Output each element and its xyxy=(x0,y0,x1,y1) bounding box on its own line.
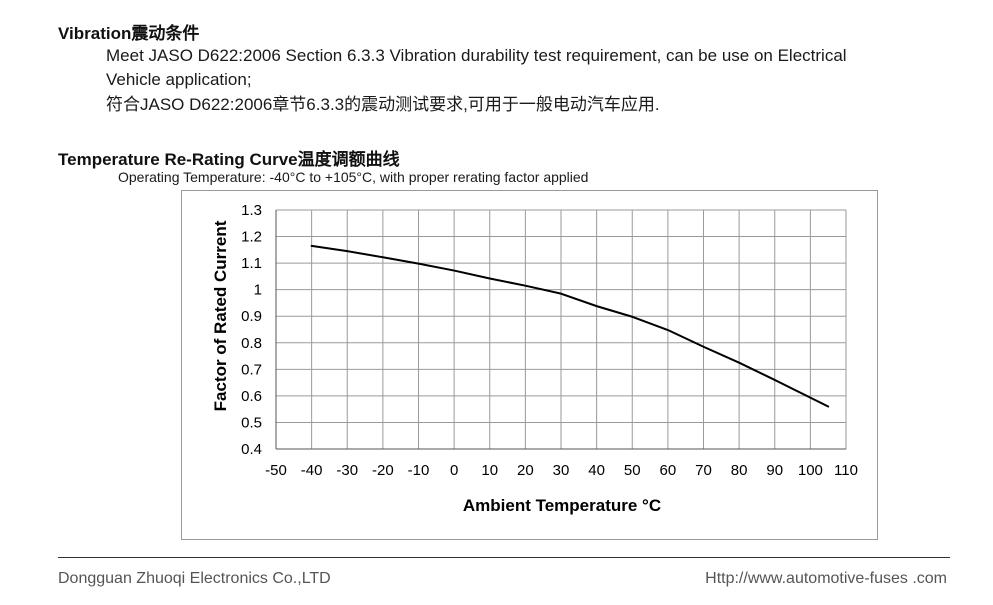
y-axis-label: Factor of Rated Current xyxy=(211,220,230,411)
x-tick-label: -50 xyxy=(265,462,287,479)
footer-company: Dongguan Zhuoqi Electronics Co.,LTD xyxy=(58,570,331,587)
rerating-chart-frame: -50 -40 -30 -20 -10 0 10 20 30 40 50 60 70 80 90 100 110… xyxy=(181,190,878,540)
x-tick-label: 30 xyxy=(553,462,570,479)
x-tick-label: 100 xyxy=(798,462,823,479)
temperature-heading: Temperature Re-Rating Curve温度调额曲线 xyxy=(58,150,400,169)
footer-website: Http://www.automotive-fuses .com xyxy=(705,570,947,587)
x-axis-label: Ambient Temperature °C xyxy=(463,496,661,515)
vibration-heading: Vibration震动条件 xyxy=(58,24,200,43)
x-tick-label: -40 xyxy=(301,462,323,479)
vibration-description-cn: 符合JASO D622:2006章节6.3.3的震动测试要求,可用于一般电动汽车… xyxy=(106,95,660,114)
y-tick-label: 0.6 xyxy=(241,388,262,405)
vibration-description-en-line1: Meet JASO D622:2006 Section 6.3.3 Vibrat… xyxy=(106,46,847,65)
x-tick-label: -10 xyxy=(408,462,430,479)
x-tick-label: 40 xyxy=(588,462,605,479)
rerating-curve-line xyxy=(310,244,830,408)
rerating-chart: -50 -40 -30 -20 -10 0 10 20 30 40 50 60 70 80 90 100 110… xyxy=(211,202,858,515)
y-tick-label: 0.7 xyxy=(241,361,262,378)
x-tick-label: 80 xyxy=(731,462,748,479)
y-tick-label: 0.4 xyxy=(241,441,262,458)
x-tick-label: 60 xyxy=(660,462,677,479)
x-tick-label: 70 xyxy=(695,462,712,479)
x-tick-label: 10 xyxy=(481,462,498,479)
x-tick-label: 90 xyxy=(766,462,783,479)
x-tick-label: 50 xyxy=(624,462,641,479)
footer-divider xyxy=(58,557,950,558)
y-tick-label: 1.2 xyxy=(241,229,262,246)
x-tick-label: 0 xyxy=(450,462,458,479)
vibration-description-en-line2: Vehicle application; xyxy=(106,70,252,89)
x-tick-label: -20 xyxy=(372,462,394,479)
y-tick-label: 0.5 xyxy=(241,414,262,431)
y-tick-label: 1 xyxy=(254,282,262,299)
y-tick-label: 0.8 xyxy=(241,335,262,352)
y-tick-label: 1.1 xyxy=(241,255,262,272)
x-tick-label: 110 xyxy=(834,462,858,479)
y-tick-label: 0.9 xyxy=(241,308,262,325)
operating-temperature-note: Operating Temperature: -40°C to +105°C, … xyxy=(118,169,589,185)
x-tick-label: 20 xyxy=(517,462,534,479)
x-tick-label: -30 xyxy=(336,462,358,479)
y-tick-label: 1.3 xyxy=(241,202,262,219)
